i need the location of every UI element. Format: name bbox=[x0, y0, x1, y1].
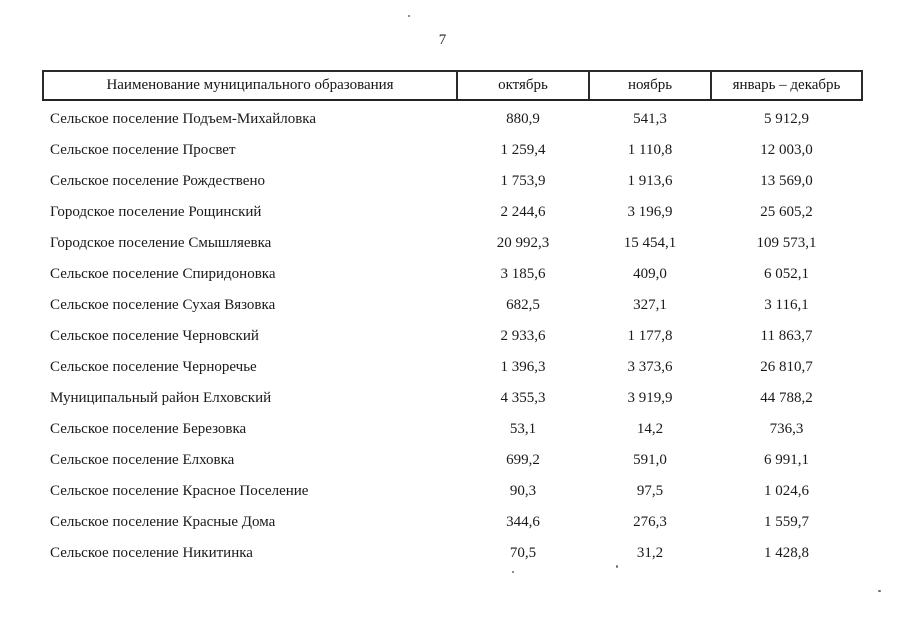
scan-speck bbox=[616, 565, 618, 568]
table-row: Сельское поселение Просвет 1 259,4 1 110… bbox=[43, 135, 862, 166]
municipality-name-cell: Городское поселение Рощинский bbox=[50, 204, 262, 220]
table-row: Сельское поселение Никитинка 70,5 31,2 1… bbox=[43, 538, 862, 569]
jan-dec-value-cell: 44 788,2 bbox=[760, 390, 813, 406]
jan-dec-value-cell: 1 428,8 bbox=[764, 545, 809, 561]
november-value-cell: 1 177,8 bbox=[627, 328, 673, 344]
jan-dec-value-cell: 1 559,7 bbox=[764, 514, 809, 530]
jan-dec-value-cell: 11 863,7 bbox=[760, 328, 813, 344]
municipality-name-cell: Сельское поселение Рождествено bbox=[50, 173, 265, 189]
october-value-cell: 699,2 bbox=[506, 452, 540, 468]
november-value-cell: 14,2 bbox=[636, 421, 664, 437]
jan-dec-value-cell: 5 912,9 bbox=[764, 111, 809, 127]
table-body: Сельское поселение Подъем-Михайловка 880… bbox=[43, 100, 862, 569]
october-value-cell: 90,3 bbox=[509, 483, 537, 499]
table-row: Сельское поселение Красное Поселение 90,… bbox=[43, 476, 862, 507]
header-october: октябрь bbox=[456, 70, 590, 101]
october-value-cell: 4 355,3 bbox=[500, 390, 546, 406]
scan-speck bbox=[512, 571, 514, 573]
municipal-budget-table: Наименование муниципального образования … bbox=[42, 70, 863, 569]
header-november: ноябрь bbox=[588, 70, 712, 101]
municipality-name-cell: Сельское поселение Просвет bbox=[50, 142, 236, 158]
municipality-name-cell: Муниципальный район Елховский bbox=[50, 390, 272, 406]
table-row: Сельское поселение Елховка 699,2 591,0 6… bbox=[43, 445, 862, 476]
jan-dec-value-cell: 3 116,1 bbox=[764, 297, 809, 313]
municipality-name-cell: Сельское поселение Елховка bbox=[50, 452, 235, 468]
header-january-december: январь – декабрь bbox=[710, 70, 863, 101]
november-value-cell: 97,5 bbox=[636, 483, 664, 499]
municipality-name-cell: Сельское поселение Красное Поселение bbox=[50, 483, 309, 499]
november-value-cell: 409,0 bbox=[633, 266, 667, 282]
jan-dec-value-cell: 736,3 bbox=[769, 421, 804, 437]
jan-dec-value-cell: 26 810,7 bbox=[760, 359, 813, 375]
municipality-name-cell: Сельское поселение Никитинка bbox=[50, 545, 253, 561]
municipality-name-cell: Городское поселение Смышляевка bbox=[50, 235, 272, 251]
october-value-cell: 2 933,6 bbox=[500, 328, 546, 344]
jan-dec-value-cell: 109 573,1 bbox=[756, 235, 817, 251]
jan-dec-value-cell: 6 052,1 bbox=[764, 266, 809, 282]
jan-dec-value-cell: 12 003,0 bbox=[760, 142, 813, 158]
october-value-cell: 1 259,4 bbox=[500, 142, 546, 158]
november-value-cell: 541,3 bbox=[633, 111, 667, 127]
page-number: 7 bbox=[438, 32, 447, 48]
october-value-cell: 70,5 bbox=[509, 545, 537, 561]
table-row: Муниципальный район Елховский 4 355,3 3 … bbox=[43, 383, 862, 414]
october-value-cell: 3 185,6 bbox=[500, 266, 546, 282]
november-value-cell: 3 196,9 bbox=[627, 204, 673, 220]
october-value-cell: 1 753,9 bbox=[500, 173, 546, 189]
municipality-name-cell: Сельское поселение Спиридоновка bbox=[50, 266, 276, 282]
november-value-cell: 327,1 bbox=[633, 297, 667, 313]
october-value-cell: 344,6 bbox=[506, 514, 540, 530]
november-value-cell: 276,3 bbox=[633, 514, 667, 530]
november-value-cell: 591,0 bbox=[633, 452, 667, 468]
table-row: Сельское поселение Красные Дома 344,6 27… bbox=[43, 507, 862, 538]
table-row: Сельское поселение Сухая Вязовка 682,5 3… bbox=[43, 290, 862, 321]
municipality-name-cell: Сельское поселение Сухая Вязовка bbox=[50, 297, 276, 313]
municipality-name-cell: Сельское поселение Красные Дома bbox=[50, 514, 276, 530]
november-value-cell: 3 919,9 bbox=[627, 390, 673, 406]
header-municipality-name: Наименование муниципального образования bbox=[42, 70, 458, 101]
municipality-name-cell: Сельское поселение Черновский bbox=[50, 328, 259, 344]
october-value-cell: 682,5 bbox=[506, 297, 540, 313]
scan-speck bbox=[878, 590, 881, 592]
november-value-cell: 1 913,6 bbox=[627, 173, 673, 189]
table-row: Городское поселение Смышляевка 20 992,3 … bbox=[43, 228, 862, 259]
scan-speck bbox=[408, 15, 410, 17]
october-value-cell: 1 396,3 bbox=[500, 359, 546, 375]
october-value-cell: 53,1 bbox=[509, 421, 537, 437]
november-value-cell: 1 110,8 bbox=[627, 142, 673, 158]
october-value-cell: 20 992,3 bbox=[496, 235, 550, 251]
table-row: Сельское поселение Березовка 53,1 14,2 7… bbox=[43, 414, 862, 445]
table-header-row: Наименование муниципального образования … bbox=[42, 70, 863, 101]
jan-dec-value-cell: 6 991,1 bbox=[764, 452, 809, 468]
table-row: Сельское поселение Черновский 2 933,6 1 … bbox=[43, 321, 862, 352]
october-value-cell: 2 244,6 bbox=[500, 204, 546, 220]
table-row: Сельское поселение Черноречье 1 396,3 3 … bbox=[43, 352, 862, 383]
table-row: Сельское поселение Спиридоновка 3 185,6 … bbox=[43, 259, 862, 290]
municipality-name-cell: Сельское поселение Подъем-Михайловка bbox=[50, 111, 317, 127]
november-value-cell: 15 454,1 bbox=[623, 235, 677, 251]
november-value-cell: 31,2 bbox=[636, 545, 664, 561]
table-row: Сельское поселение Рождествено 1 753,9 1… bbox=[43, 166, 862, 197]
municipality-name-cell: Сельское поселение Березовка bbox=[50, 421, 247, 437]
november-value-cell: 3 373,6 bbox=[627, 359, 673, 375]
jan-dec-value-cell: 13 569,0 bbox=[760, 173, 813, 189]
jan-dec-value-cell: 25 605,2 bbox=[760, 204, 813, 220]
table-row: Городское поселение Рощинский 2 244,6 3 … bbox=[43, 197, 862, 228]
jan-dec-value-cell: 1 024,6 bbox=[764, 483, 809, 499]
october-value-cell: 880,9 bbox=[506, 111, 540, 127]
municipality-name-cell: Сельское поселение Черноречье bbox=[50, 359, 257, 375]
table-row: Сельское поселение Подъем-Михайловка 880… bbox=[43, 100, 862, 135]
